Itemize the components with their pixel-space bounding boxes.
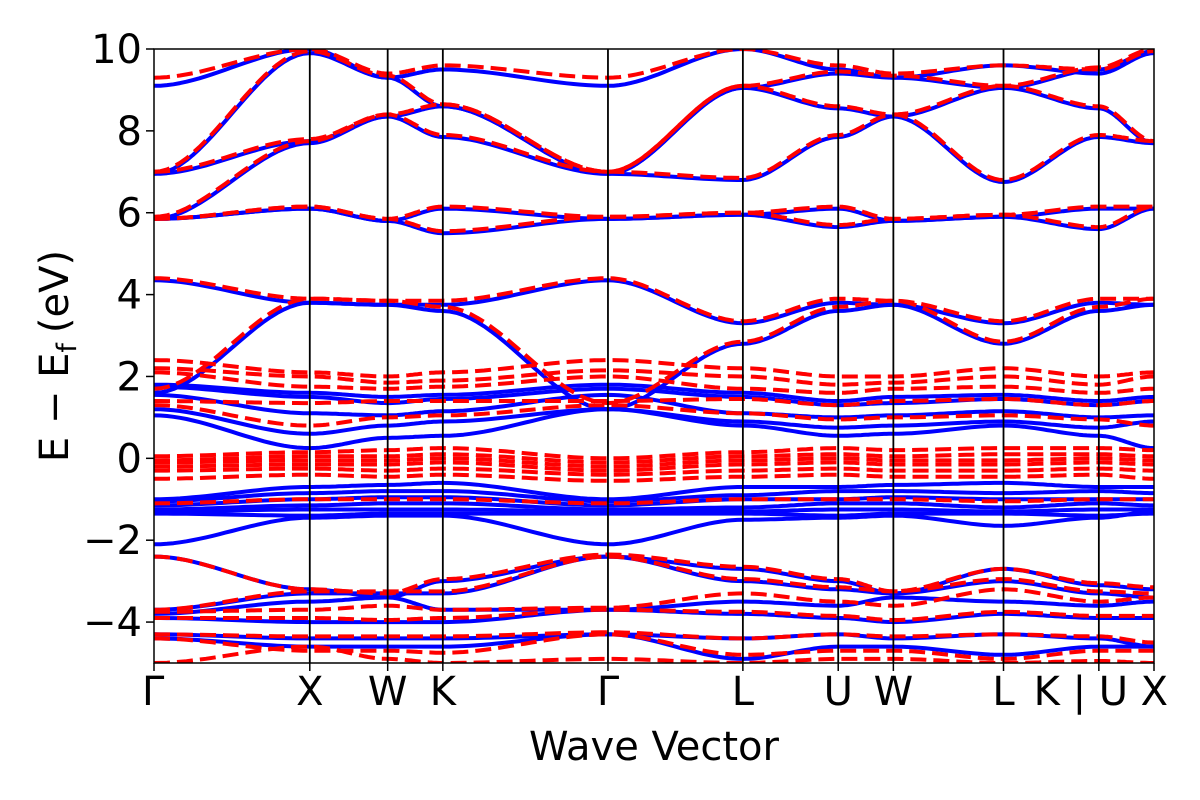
x-tick-label: X — [1141, 669, 1168, 715]
band-line-dashed — [154, 403, 1154, 428]
band-line-dashed — [154, 296, 1154, 406]
band-line-dashed — [154, 554, 1154, 612]
y-tick-label: −2 — [83, 518, 142, 564]
x-tick-label: Γ — [142, 669, 165, 715]
y-axis-label-subscript: f — [52, 342, 83, 353]
y-tick-label: 6 — [117, 191, 142, 237]
y-tick-label: 2 — [117, 354, 142, 400]
x-tick-label: K — [430, 669, 458, 715]
x-tick-label: W — [874, 669, 914, 715]
k-point-lines — [308, 49, 1100, 663]
y-tick-label: 10 — [91, 27, 142, 73]
band-line-dashed — [154, 632, 1154, 661]
y-tick-label: −4 — [83, 600, 142, 646]
band-line-dashed — [154, 204, 1154, 234]
plot-frame — [153, 48, 1155, 664]
x-tick-label: U — [824, 669, 853, 715]
x-tick-label: L — [732, 669, 755, 715]
y-axis-label-unit: (eV) — [32, 250, 78, 333]
y-tick-label: 8 — [117, 109, 142, 155]
y-tick-label: 0 — [117, 436, 142, 482]
band-line-dashed — [154, 49, 1154, 182]
x-tick-label: K | U — [1034, 669, 1128, 715]
y-axis-label: E − Ef (eV) — [32, 250, 83, 462]
x-tick-label: Γ — [597, 669, 620, 715]
y-axis-label-main: E − E — [32, 353, 78, 463]
x-axis-label: Wave Vector — [529, 724, 780, 770]
x-tick-label: L — [992, 669, 1015, 715]
y-axis-ticks: −4 −2 0 2 4 6 8 10 — [83, 27, 154, 646]
y-tick-label: 4 — [117, 273, 142, 319]
x-tick-label: X — [296, 669, 323, 715]
x-tick-label: W — [368, 669, 408, 715]
